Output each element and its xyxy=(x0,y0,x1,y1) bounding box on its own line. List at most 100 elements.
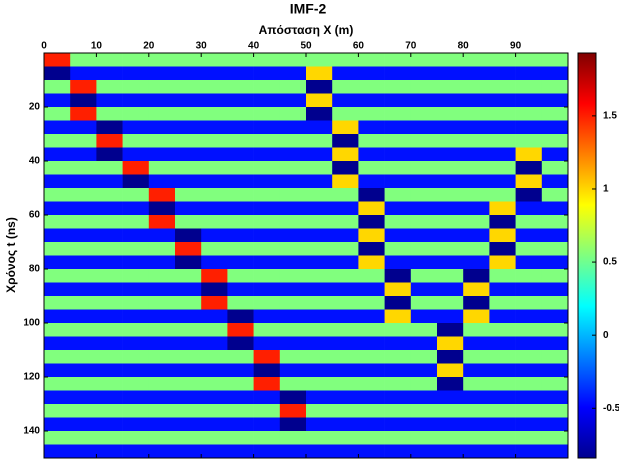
heatmap-cell xyxy=(148,269,176,283)
heatmap-cell xyxy=(227,53,254,67)
heatmap-cell xyxy=(70,350,97,364)
heatmap-cell xyxy=(227,336,254,351)
heatmap-cell xyxy=(148,363,176,378)
heatmap-cell xyxy=(279,269,307,283)
heatmap-cell xyxy=(44,174,71,189)
heatmap-cell xyxy=(437,80,464,94)
heatmap-cell xyxy=(358,255,385,270)
heatmap-cell xyxy=(306,323,333,337)
heatmap-cell xyxy=(515,147,543,162)
heatmap-cell xyxy=(410,188,438,202)
heatmap-cell xyxy=(148,431,176,445)
heatmap-cell xyxy=(515,323,543,337)
heatmap-cell xyxy=(489,147,516,162)
heatmap-cell xyxy=(70,269,97,283)
heatmap-cell xyxy=(201,53,228,67)
heatmap-cell xyxy=(279,174,307,189)
heatmap-cell xyxy=(515,444,543,459)
heatmap-cell xyxy=(253,120,281,135)
heatmap-cell xyxy=(175,444,202,459)
heatmap-cell xyxy=(332,66,359,81)
heatmap-cell xyxy=(384,269,412,283)
heatmap-cell xyxy=(437,417,464,432)
heatmap-cell xyxy=(96,188,123,202)
y-tick-label: 100 xyxy=(23,318,40,329)
heatmap-cell xyxy=(253,350,281,364)
heatmap-cell xyxy=(175,363,202,378)
heatmap-cell xyxy=(437,323,464,337)
heatmap-cell xyxy=(70,147,97,162)
heatmap-cell xyxy=(541,323,569,337)
heatmap-cell xyxy=(96,363,123,378)
y-tick-label: 80 xyxy=(29,264,41,275)
heatmap-cell xyxy=(306,282,333,297)
heatmap-cell xyxy=(70,161,97,175)
heatmap-cell xyxy=(227,147,254,162)
heatmap-cell xyxy=(332,323,359,337)
heatmap-cell xyxy=(306,350,333,364)
heatmap-cell xyxy=(148,107,176,121)
heatmap-cell xyxy=(437,134,464,148)
heatmap-cell xyxy=(384,107,412,121)
heatmap-cell xyxy=(175,228,202,243)
heatmap-cell xyxy=(44,134,71,148)
heatmap-cell xyxy=(279,323,307,337)
heatmap-cell xyxy=(279,390,307,405)
heatmap-cell xyxy=(358,53,385,67)
heatmap-cell xyxy=(44,93,71,108)
heatmap-cell xyxy=(279,53,307,67)
heatmap-cell xyxy=(253,269,281,283)
colorbar-tick-label: -0.5 xyxy=(603,403,619,414)
heatmap-cell xyxy=(541,255,569,270)
heatmap-cell xyxy=(489,66,516,81)
y-tick-label: 20 xyxy=(29,102,41,113)
heatmap-cell xyxy=(332,161,359,175)
heatmap-cell xyxy=(70,336,97,351)
heatmap-cell xyxy=(463,444,490,459)
heatmap-cell xyxy=(44,255,71,270)
heatmap-cell xyxy=(358,147,385,162)
heatmap-cell xyxy=(306,134,333,148)
heatmap-cell xyxy=(332,350,359,364)
heatmap-cell xyxy=(96,134,123,148)
heatmap-cell xyxy=(515,134,543,148)
x-tick-label: 90 xyxy=(510,41,522,52)
heatmap-cell xyxy=(70,296,97,310)
heatmap-cell xyxy=(463,269,490,283)
heatmap-cell xyxy=(358,282,385,297)
heatmap-cell xyxy=(175,120,202,135)
heatmap-cell xyxy=(175,323,202,337)
heatmap-cell xyxy=(306,201,333,216)
heatmap-cell xyxy=(541,188,569,202)
heatmap-cell xyxy=(437,107,464,121)
heatmap-cell xyxy=(489,377,516,391)
heatmap-cell xyxy=(489,336,516,351)
heatmap-cell xyxy=(410,134,438,148)
heatmap-cell xyxy=(201,323,228,337)
heatmap-cell xyxy=(96,93,123,108)
heatmap-cell xyxy=(279,147,307,162)
heatmap-cell xyxy=(489,255,516,270)
heatmap-cell xyxy=(44,363,71,378)
heatmap-cell xyxy=(332,242,359,256)
heatmap-cell xyxy=(201,174,228,189)
heatmap-cell xyxy=(384,309,412,324)
heatmap-cell xyxy=(175,390,202,405)
heatmap-cell xyxy=(358,377,385,391)
heatmap-cell xyxy=(122,53,150,67)
heatmap-cell xyxy=(410,242,438,256)
heatmap-cell xyxy=(358,134,385,148)
heatmap-cell xyxy=(227,309,254,324)
heatmap-cell xyxy=(175,215,202,229)
heatmap-cell xyxy=(227,161,254,175)
heatmap-cell xyxy=(96,269,123,283)
heatmap-cell xyxy=(515,431,543,445)
heatmap-cell xyxy=(306,242,333,256)
heatmap-cell xyxy=(384,377,412,391)
heatmap-cell xyxy=(122,390,150,405)
heatmap-cell xyxy=(437,228,464,243)
heatmap-cell xyxy=(358,120,385,135)
heatmap-cell xyxy=(227,255,254,270)
heatmap-cell xyxy=(122,242,150,256)
heatmap-cell xyxy=(175,161,202,175)
